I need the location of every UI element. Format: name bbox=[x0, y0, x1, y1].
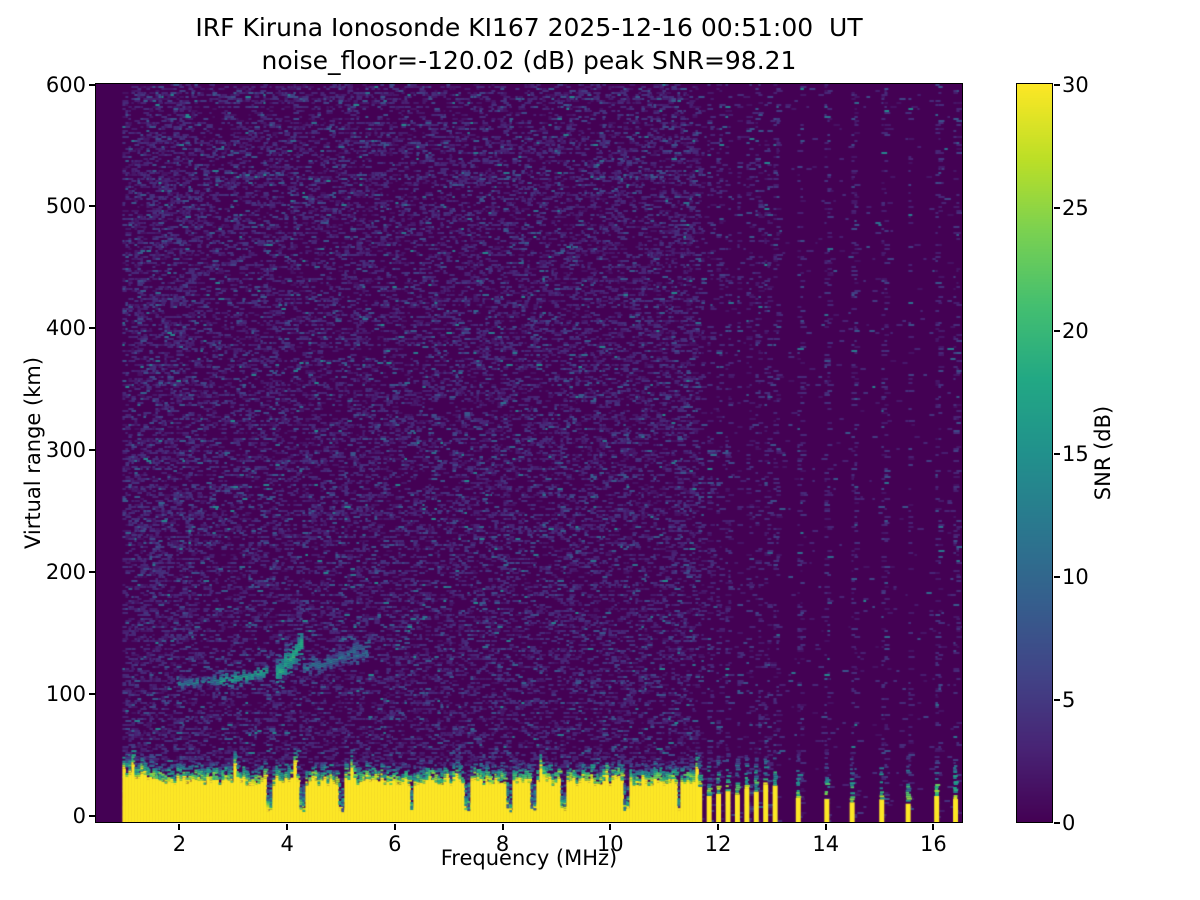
colorbar-tick-mark bbox=[1053, 452, 1060, 455]
x-axis-label: Frequency (MHz) bbox=[440, 846, 618, 870]
colorbar-tick-label: 20 bbox=[1062, 318, 1089, 343]
x-tick-mark bbox=[609, 824, 612, 830]
y-tick-mark bbox=[89, 815, 95, 818]
y-tick-mark bbox=[89, 83, 95, 86]
x-tick-label: 14 bbox=[812, 831, 840, 856]
x-tick-mark bbox=[824, 824, 827, 830]
colorbar-tick-mark bbox=[1053, 206, 1060, 209]
x-tick-label: 4 bbox=[280, 831, 294, 856]
colorbar-tick-mark bbox=[1053, 821, 1060, 824]
x-tick-label: 16 bbox=[920, 831, 947, 856]
x-tick-label: 12 bbox=[704, 831, 732, 856]
x-tick-label: 8 bbox=[495, 831, 510, 856]
x-tick-label: 10 bbox=[596, 831, 624, 856]
y-tick-mark bbox=[89, 327, 95, 330]
y-tick-label: 400 bbox=[45, 316, 86, 341]
x-tick-mark bbox=[932, 824, 935, 830]
colorbar-tick-label: 5 bbox=[1062, 687, 1076, 712]
colorbar-canvas bbox=[1017, 84, 1052, 822]
y-tick-label: 0 bbox=[72, 804, 86, 829]
colorbar-tick-mark bbox=[1053, 698, 1060, 701]
x-tick-mark bbox=[286, 824, 289, 830]
colorbar-tick-label: 0 bbox=[1062, 810, 1076, 835]
y-tick-mark bbox=[89, 693, 95, 696]
chart-title: IRF Kiruna Ionosonde KI167 2025-12-16 00… bbox=[195, 13, 863, 42]
x-tick-mark bbox=[501, 824, 504, 830]
y-tick-label: 500 bbox=[45, 194, 86, 219]
colorbar-frame bbox=[1016, 83, 1053, 823]
colorbar-tick-label: 30 bbox=[1062, 72, 1089, 97]
ionogram-heatmap-canvas bbox=[96, 84, 962, 822]
colorbar-tick-label: 10 bbox=[1062, 564, 1089, 589]
y-tick-label: 100 bbox=[45, 682, 86, 707]
y-axis-label: Virtual range (km) bbox=[21, 356, 45, 550]
colorbar-tick-label: 25 bbox=[1062, 195, 1089, 220]
x-tick-label: 2 bbox=[172, 831, 187, 856]
colorbar-tick-mark bbox=[1053, 329, 1060, 332]
y-tick-label: 200 bbox=[45, 560, 86, 585]
y-tick-mark bbox=[89, 571, 95, 574]
y-tick-label: 300 bbox=[45, 438, 86, 463]
x-tick-mark bbox=[716, 824, 719, 830]
x-tick-mark bbox=[178, 824, 181, 830]
colorbar-tick-mark bbox=[1053, 83, 1060, 86]
x-tick-label: 6 bbox=[388, 831, 402, 856]
colorbar-tick-label: 15 bbox=[1062, 441, 1089, 466]
y-tick-mark bbox=[89, 449, 95, 452]
y-tick-label: 600 bbox=[45, 72, 86, 97]
chart-subtitle: noise_floor=-120.02 (dB) peak SNR=98.21 bbox=[261, 46, 797, 75]
x-tick-mark bbox=[393, 824, 396, 830]
plot-area bbox=[95, 83, 963, 823]
colorbar-label: SNR (dB) bbox=[1091, 405, 1115, 501]
colorbar-tick-mark bbox=[1053, 575, 1060, 578]
y-tick-mark bbox=[89, 205, 95, 208]
